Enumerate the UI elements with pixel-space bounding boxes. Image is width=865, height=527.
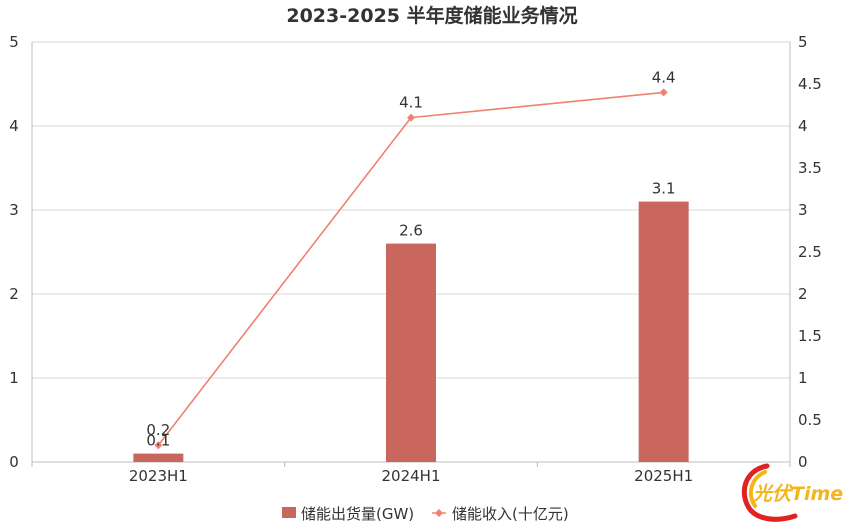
line-series <box>154 88 668 450</box>
bar-data-label: 2.6 <box>399 222 423 240</box>
bar-data-label: 0.1 <box>146 432 170 450</box>
right-tick-label: 2 <box>798 285 808 303</box>
bar <box>133 453 184 462</box>
right-tick-label: 3.5 <box>798 159 822 177</box>
x-tick-label: 2023H1 <box>129 467 188 485</box>
chart-title: 2023-2025 半年度储能业务情况 <box>286 4 577 27</box>
x-tick-label: 2025H1 <box>634 467 693 485</box>
right-tick-label: 0.5 <box>798 411 822 429</box>
line-data-label: 4.1 <box>399 94 423 112</box>
right-tick-label: 0 <box>798 453 808 471</box>
left-tick-label: 1 <box>9 369 19 387</box>
right-tick-label: 4.5 <box>798 75 822 93</box>
left-tick-label: 2 <box>9 285 19 303</box>
right-tick-label: 1 <box>798 369 808 387</box>
legend-label-line: 储能收入(十亿元) <box>452 505 569 523</box>
data-labels: 0.1 2.6 3.1 0.2 4.1 4.4 <box>146 68 675 449</box>
left-tick-label: 4 <box>9 117 19 135</box>
bar-series <box>133 201 689 462</box>
line-data-label: 4.4 <box>652 68 676 86</box>
left-y-axis-ticks: 0 1 2 3 4 5 <box>9 33 19 471</box>
right-tick-label: 3 <box>798 201 808 219</box>
legend: 储能出货量(GW) 储能收入(十亿元) <box>282 505 569 523</box>
legend-marker-line <box>435 509 443 517</box>
left-tick-label: 0 <box>9 453 19 471</box>
x-axis-ticks: 2023H1 2024H1 2025H1 <box>129 467 693 485</box>
line-point <box>154 441 163 450</box>
left-tick-label: 3 <box>9 201 19 219</box>
legend-swatch-bar <box>282 507 296 518</box>
watermark-logo: 光伏Time <box>741 463 843 522</box>
bar <box>638 201 689 462</box>
right-tick-label: 5 <box>798 33 808 51</box>
line-point <box>407 113 415 122</box>
x-tick-label: 2024H1 <box>382 467 441 485</box>
left-tick-label: 5 <box>9 33 19 51</box>
line-data-label: 0.2 <box>146 421 170 439</box>
line-point <box>659 88 668 97</box>
right-y-axis-ticks: 0 0.5 1 1.5 2 2.5 3 3.5 4 4.5 5 <box>798 33 822 471</box>
bar <box>386 243 436 462</box>
legend-label-bar: 储能出货量(GW) <box>301 505 414 523</box>
right-tick-label: 1.5 <box>798 327 822 345</box>
right-tick-label: 4 <box>798 117 808 135</box>
bar-data-label: 3.1 <box>652 180 676 198</box>
right-tick-label: 2.5 <box>798 243 822 261</box>
watermark-text: 光伏Time <box>752 483 843 505</box>
